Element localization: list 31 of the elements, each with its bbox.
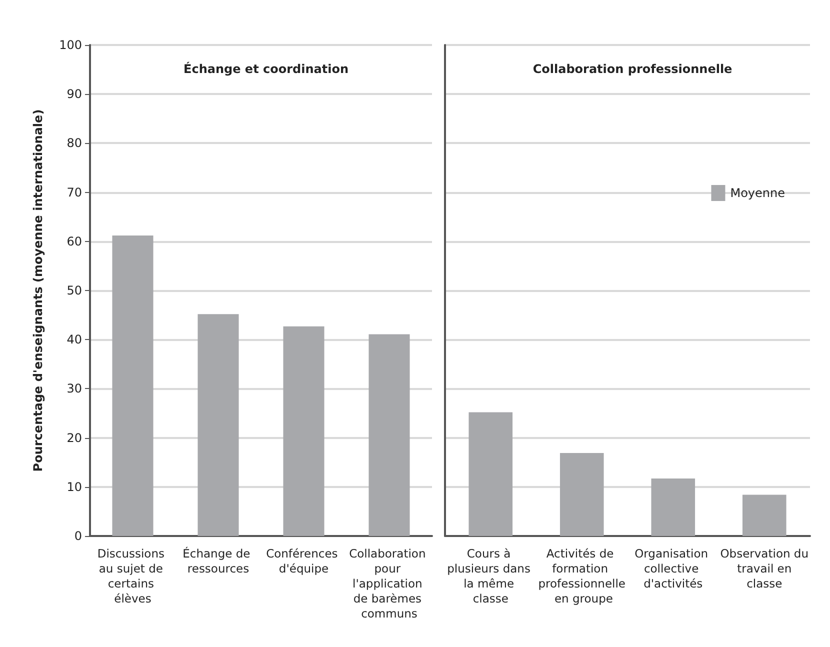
x-tick-label: Conférences d'équipe xyxy=(266,546,342,576)
bar xyxy=(283,326,324,536)
x-tick-label: Organisation collective d'activités xyxy=(634,546,712,590)
bar xyxy=(368,334,410,536)
bar xyxy=(560,453,604,536)
y-tick-label: 0 xyxy=(74,529,82,543)
y-tick-label: 60 xyxy=(66,234,82,248)
y-tick-label: 70 xyxy=(66,185,82,200)
bar xyxy=(742,494,786,536)
y-tick-label: 90 xyxy=(66,87,82,102)
bar xyxy=(468,412,513,536)
bar xyxy=(651,478,696,536)
text: Échange et coordination xyxy=(184,61,348,76)
x-tick-label: Collaboration pour l'application de barèmes communs xyxy=(349,546,430,620)
y-tick-label: 20 xyxy=(66,430,82,445)
y-axis-title: Pourcentage d'enseignants (moyenne internationale) xyxy=(31,109,45,472)
y-tick-label: 10 xyxy=(66,480,82,494)
bar xyxy=(198,314,239,536)
x-tick-label: Discussions au sujet de certains élèves xyxy=(97,546,168,606)
y-tick-label: 30 xyxy=(66,382,82,396)
legend-label: Moyenne xyxy=(730,186,786,200)
y-tick-label: 50 xyxy=(66,284,82,298)
y-tick-label: 100 xyxy=(59,38,82,52)
y-tick-label: 40 xyxy=(66,332,82,347)
text: Collaboration professionnelle xyxy=(532,62,732,76)
bar xyxy=(112,236,154,536)
x-tick-label: Observation du travail en classe xyxy=(720,546,809,590)
x-tick-label: Cours à plusieurs dans la même classe xyxy=(447,546,534,606)
y-tick-label: 80 xyxy=(66,136,82,150)
x-tick-label: Échange de ressources xyxy=(182,546,254,576)
x-tick-label: Activités de formation professionnelle en groupe xyxy=(538,546,626,606)
